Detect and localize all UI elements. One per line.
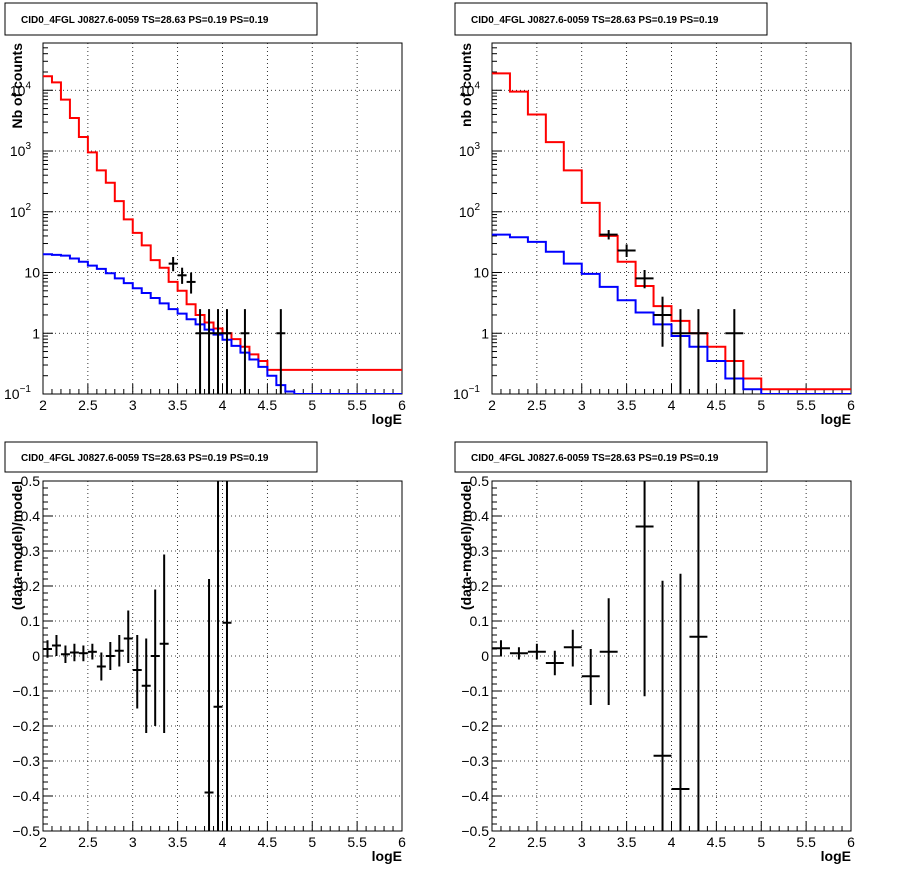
y-tick-label: −0.2: [12, 718, 40, 734]
title-box: [4, 2, 318, 36]
x-tick-label: 3: [129, 834, 137, 850]
series-group: [492, 72, 851, 394]
y-tick-label: 1: [32, 325, 40, 341]
panel-p3: CID0_4FGL J0827.6-0059 TS=28.63 PS=0.19 …: [4, 441, 406, 864]
x-tick-label: 3: [578, 834, 586, 850]
x-tick-label: 2.5: [78, 834, 98, 850]
x-tick-label: 2: [488, 834, 496, 850]
x-tick-label: 5.5: [796, 397, 816, 413]
y-tick-label: 0.4: [21, 508, 41, 524]
x-tick-label: 3: [578, 397, 586, 413]
y-tick-label: −0.3: [461, 753, 489, 769]
y-tick-label: 10: [473, 265, 489, 281]
y-tick-label: 103: [459, 141, 481, 159]
y-tick-label: 0.3: [470, 543, 490, 559]
x-tick-label: 4.5: [258, 834, 278, 850]
x-tick-label: 6: [847, 397, 855, 413]
y-tick-label: −0.2: [461, 718, 489, 734]
y-axis-label: Nb of counts: [9, 43, 25, 129]
x-tick-label: 5.5: [796, 834, 816, 850]
y-tick-label: 104: [459, 80, 481, 98]
chart-title: CID0_4FGL J0827.6-0059 TS=28.63 PS=0.19 …: [471, 15, 719, 26]
x-tick-label: 2.5: [78, 397, 98, 413]
y-tick-label: 1: [481, 325, 489, 341]
y-tick-label: 0.5: [470, 473, 490, 489]
x-tick-label: 5: [757, 834, 765, 850]
x-tick-label: 3.5: [617, 834, 637, 850]
model-background-line: [492, 233, 851, 394]
y-tick-label: 0: [481, 648, 489, 664]
y-tick-label: 0: [32, 648, 40, 664]
title-box: [454, 441, 768, 473]
chart-title: CID0_4FGL J0827.6-0059 TS=28.63 PS=0.19 …: [471, 453, 719, 464]
panel-p4: CID0_4FGL J0827.6-0059 TS=28.63 PS=0.19 …: [454, 441, 855, 864]
y-tick-label: −0.3: [12, 753, 40, 769]
panel-p1: CID0_4FGL J0827.6-0059 TS=28.63 PS=0.19 …: [4, 2, 406, 427]
y-tick-label: −0.5: [12, 823, 40, 839]
y-tick-label: 0.1: [470, 613, 490, 629]
x-tick-label: 6: [398, 397, 406, 413]
x-tick-label: 2: [39, 397, 47, 413]
x-tick-label: 2: [39, 834, 47, 850]
y-tick-label: 10−1: [4, 384, 31, 402]
y-tick-label: 0.2: [21, 578, 41, 594]
x-tick-label: 2: [488, 397, 496, 413]
x-tick-label: 3: [129, 397, 137, 413]
series-group: [43, 481, 232, 831]
y-tick-label: −0.4: [12, 788, 40, 804]
x-axis-label: logE: [372, 411, 402, 427]
y-tick-label: 102: [459, 202, 481, 220]
title-box: [454, 2, 768, 36]
series-group: [43, 75, 402, 394]
x-tick-label: 4.5: [258, 397, 278, 413]
y-tick-label: 10: [24, 265, 40, 281]
x-tick-label: 6: [398, 834, 406, 850]
x-axis-label: logE: [372, 848, 402, 864]
y-tick-label: 10−1: [453, 384, 480, 402]
x-tick-label: 2.5: [527, 397, 547, 413]
x-axis-label: logE: [821, 848, 851, 864]
y-tick-label: 0.5: [21, 473, 41, 489]
x-tick-label: 6: [847, 834, 855, 850]
y-tick-label: 0.4: [470, 508, 490, 524]
y-tick-label: 104: [10, 80, 32, 98]
x-tick-label: 5.5: [347, 397, 367, 413]
x-tick-label: 4: [219, 834, 227, 850]
x-tick-label: 2.5: [527, 834, 547, 850]
x-tick-label: 3.5: [617, 397, 637, 413]
y-axis-label: (data-model)/model: [9, 481, 25, 610]
y-tick-label: −0.1: [461, 683, 489, 699]
x-tick-label: 5.5: [347, 834, 367, 850]
x-tick-label: 4: [668, 397, 676, 413]
chart-title: CID0_4FGL J0827.6-0059 TS=28.63 PS=0.19 …: [21, 453, 269, 464]
series-group: [492, 481, 708, 831]
x-tick-label: 3.5: [168, 834, 188, 850]
y-tick-label: 103: [10, 141, 32, 159]
y-axis-label: (data-model)/model: [458, 481, 474, 610]
x-tick-label: 5: [308, 397, 316, 413]
x-axis-label: logE: [821, 411, 851, 427]
y-axis-label: nb of counts: [458, 43, 474, 127]
y-tick-label: −0.4: [461, 788, 489, 804]
x-tick-label: 4: [668, 834, 676, 850]
y-tick-label: −0.1: [12, 683, 40, 699]
x-tick-label: 5: [757, 397, 765, 413]
title-box: [4, 441, 318, 473]
model-total-line: [492, 72, 851, 391]
y-tick-label: 102: [10, 202, 32, 220]
y-tick-label: 0.3: [21, 543, 41, 559]
x-tick-label: 4.5: [707, 397, 727, 413]
y-tick-label: 0.1: [21, 613, 41, 629]
x-tick-label: 5: [308, 834, 316, 850]
panel-p2: CID0_4FGL J0827.6-0059 TS=28.63 PS=0.19 …: [453, 2, 855, 427]
y-tick-label: 0.2: [470, 578, 490, 594]
model-total-line: [43, 75, 402, 371]
model-background-line: [43, 253, 402, 394]
x-tick-label: 4.5: [707, 834, 727, 850]
x-tick-label: 4: [219, 397, 227, 413]
y-tick-label: −0.5: [461, 823, 489, 839]
chart-title: CID0_4FGL J0827.6-0059 TS=28.63 PS=0.19 …: [21, 15, 269, 26]
x-tick-label: 3.5: [168, 397, 188, 413]
